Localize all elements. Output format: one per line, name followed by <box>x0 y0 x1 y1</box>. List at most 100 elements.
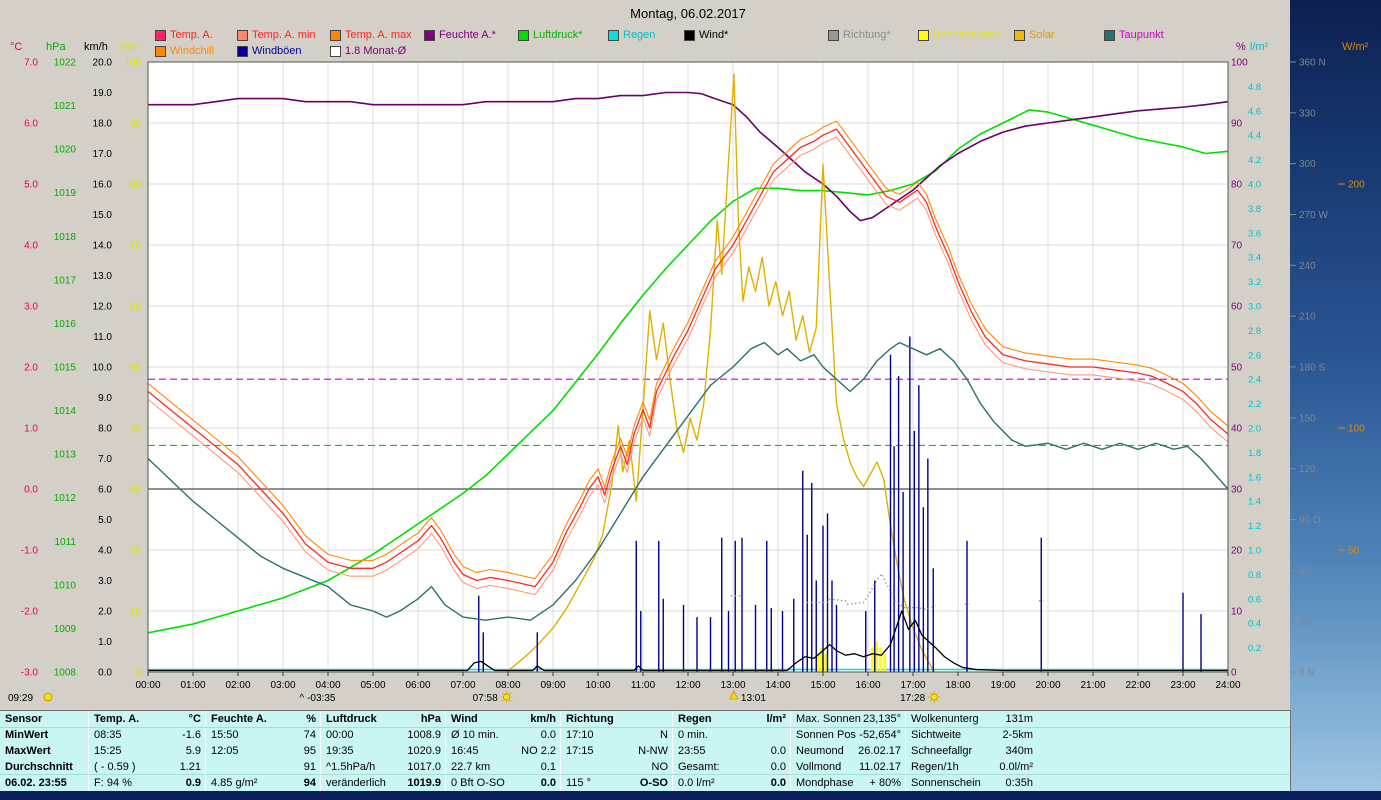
table-cell-label: Durchschnitt <box>5 761 73 773</box>
legend-swatch-windb-en <box>237 45 248 57</box>
axis-label-wm2: 200 <box>1348 180 1365 191</box>
table-row: veränderlich 1019.9 <box>321 775 446 791</box>
table-row: ( - 0.59 ) 1.21 <box>89 759 206 775</box>
x-axis-label: 24:00 <box>1215 680 1240 691</box>
axis-label-pct: 40 <box>1231 424 1243 435</box>
table-cell-label: Gesamt: <box>678 761 720 773</box>
series-temp-a-max <box>147 120 1229 580</box>
axis-label-lm2: 2.2 <box>1248 399 1261 410</box>
table-cell-value: 26.02.17 <box>858 745 901 757</box>
sun-ray <box>509 699 512 702</box>
table-cell-label: Schneefallgr <box>911 745 973 757</box>
axis-label-hpa: 1015 <box>54 363 77 374</box>
axis-label-kmh: 4.0 <box>98 546 112 557</box>
moonrise-time: 09:29 <box>8 693 33 704</box>
x-axis-label: 16:00 <box>855 680 880 691</box>
legend-label: Windchill <box>170 45 215 57</box>
axis-label-lm2: 3.0 <box>1248 302 1261 313</box>
table-col-luftdruck: Luftdruck hPa 00:00 1008.9 19:35 1020.9 ^1.5hP… <box>320 711 446 792</box>
table-cell-label: 00:00 <box>326 729 354 741</box>
table-cell-label: 12:05 <box>211 745 239 757</box>
table-row: 00:00 1008.9 <box>321 727 446 743</box>
table-cell-value: 23,135° <box>862 713 901 725</box>
axis-label-direction: 120 <box>1299 464 1316 475</box>
x-axis-label: 01:00 <box>180 680 205 691</box>
table-cell-value: 2-5km <box>1002 729 1033 741</box>
axis-label-temp: 3.0 <box>24 302 38 313</box>
sunshine-bar <box>879 647 883 672</box>
axis-label-kmh: 15.0 <box>93 210 113 221</box>
legend-item-temp-a-max: Temp. A. max <box>330 29 412 41</box>
table-cell-label: 4.85 g/m² <box>211 777 258 789</box>
legend-swatch-luftdruck <box>518 29 529 41</box>
table-cell-label: 0.0 l/m² <box>678 777 715 789</box>
table-cell-label: 17:10 <box>566 729 594 741</box>
axis-label-lm2: 4.0 <box>1248 180 1261 191</box>
legend-item-temp-a-min: Temp. A. min <box>237 29 316 41</box>
axis-label-lm2: 4.8 <box>1248 82 1261 93</box>
series-line <box>147 128 1229 588</box>
table-cell-label: 23:55 <box>678 745 706 757</box>
table-cell-label: MaxWert <box>5 745 51 757</box>
table-row: 12:05 95 <box>206 743 321 759</box>
axis-label-lm2: 1.6 <box>1248 472 1261 483</box>
table-divider <box>0 727 1290 728</box>
marker-sunset-time: 17:28 <box>900 693 925 704</box>
axis-label-temp: 2.0 <box>24 363 38 374</box>
table-row: 0.0 l/m² 0.0 <box>673 775 791 791</box>
sunshine-bar <box>883 653 887 672</box>
chart-grid <box>148 62 1228 672</box>
axis-label-lm2: 3.4 <box>1248 253 1261 264</box>
x-axis-label: 09:00 <box>540 680 565 691</box>
axis-label-hpa: 1009 <box>54 624 77 635</box>
table-cell-label: veränderlich <box>326 777 386 789</box>
table-row: 91 <box>206 759 321 775</box>
legend-item-windb-en: Windböen <box>237 45 302 57</box>
table-cell-value: °C <box>188 713 201 725</box>
table-cell-label: 15:25 <box>94 745 122 757</box>
axis-header-wm2: W/m² <box>1342 41 1369 53</box>
axis-label-direction: 270 W <box>1299 210 1328 221</box>
legend-swatch-richtung <box>828 29 839 41</box>
axis-label-min: 50 <box>130 363 142 374</box>
table-cell-label: Wolkenunterg <box>911 713 979 725</box>
table-row: Sonnenschein 0:35h <box>906 775 1038 791</box>
legend-swatch-temp-a-max <box>330 29 341 41</box>
x-axis-label: 07:00 <box>450 680 475 691</box>
table-cell-value: O-SO <box>639 777 668 789</box>
table-cell-value: hPa <box>420 713 441 725</box>
table-col-temp: Temp. A. °C 08:35 -1.6 15:25 5.9 ( - 0.59 ) 1.2… <box>88 711 206 792</box>
axis-label-lm2: 1.0 <box>1248 546 1261 557</box>
sun-ray <box>936 699 939 702</box>
axis-label-hpa: 1016 <box>54 319 77 330</box>
sun-ray <box>502 692 505 695</box>
marker-sunrise-time: 07:58 <box>473 693 498 704</box>
axis-label-kmh: 3.0 <box>98 576 112 587</box>
x-axis-label: 17:00 <box>900 680 925 691</box>
legend-swatch-solar <box>1014 29 1025 41</box>
axis-label-direction: 240 <box>1299 261 1316 272</box>
axis-label-direction: 60 <box>1299 566 1311 577</box>
legend-swatch-temp-a-min <box>237 29 248 41</box>
legend-label: 1.8 Monat-Ø <box>345 45 407 57</box>
axis-label-pct: 100 <box>1231 58 1248 69</box>
legend-item-temp-a: Temp. A. <box>155 29 213 41</box>
table-cell-value: 0.0 <box>770 761 786 773</box>
table-row: 17:15 N-NW <box>561 743 673 759</box>
table-row: 19:35 1020.9 <box>321 743 446 759</box>
table-cell-value: 0.0 <box>540 777 556 789</box>
x-axis-label: 19:00 <box>990 680 1015 691</box>
table-cell-label: 17:15 <box>566 745 594 757</box>
table-cell-label: Max. Sonnen <box>796 713 861 725</box>
axis-label-min: 30 <box>130 485 142 496</box>
table-cell-label <box>561 759 566 775</box>
table-row: Gesamt: 0.0 <box>673 759 791 775</box>
table-row: 23:55 0.0 <box>673 743 791 759</box>
axis-label-lm2: 1.2 <box>1248 521 1261 532</box>
axis-label-kmh: 5.0 <box>98 515 112 526</box>
table-col-wind: Wind km/h Ø 10 min. 0.0 16:45 NO 2.2 22.7 km 0.… <box>445 711 561 792</box>
legend-item-richtung: Richtung* <box>828 29 891 41</box>
axis-label-hpa: 1019 <box>54 188 77 199</box>
table-row: Sonnen Pos -52,654° <box>791 727 906 743</box>
axis-label-temp: 5.0 <box>24 180 38 191</box>
